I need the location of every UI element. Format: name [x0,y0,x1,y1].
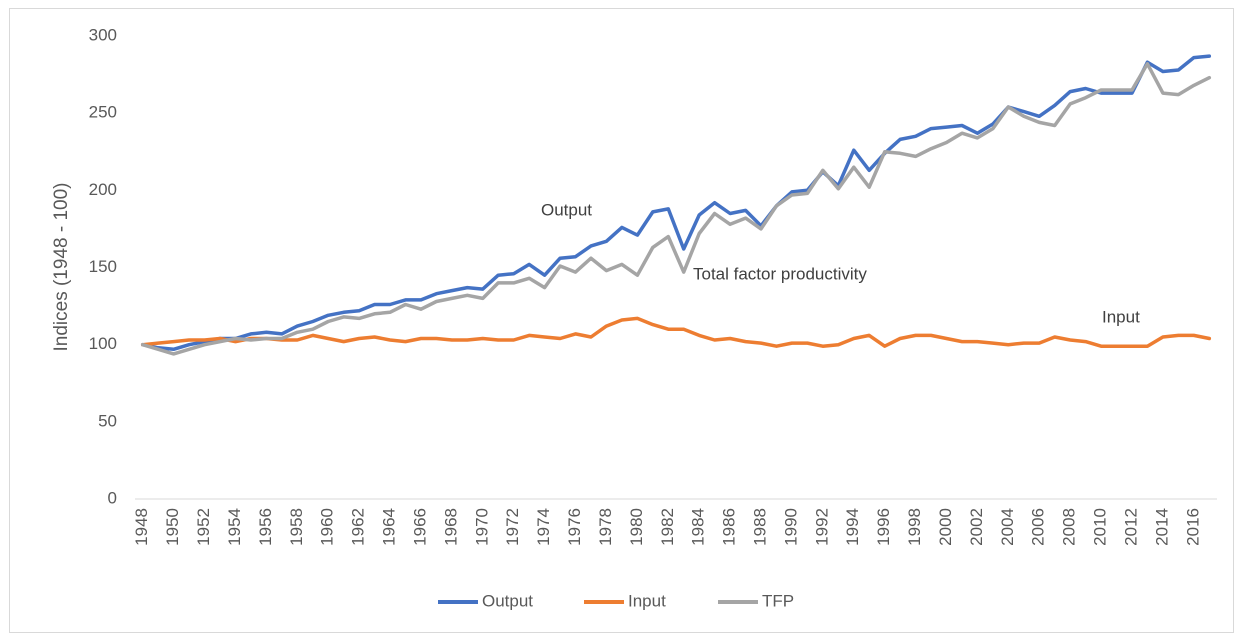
series-line [140,316,1212,348]
x-tick-label: 2016 [1183,508,1202,546]
x-tick-label: 1972 [503,508,522,546]
x-tick-label: 1974 [534,508,553,546]
legend-label: TFP [762,591,794,610]
annotation: Input [1102,307,1140,326]
x-tick-label: 1994 [843,508,862,546]
x-tick-label: 2008 [1060,508,1079,546]
x-tick-label: 1956 [256,508,275,546]
series-line [140,62,1212,356]
y-tick-label: 0 [108,488,117,507]
x-tick-label: 2012 [1121,508,1140,546]
x-tick-label: 1948 [132,508,151,546]
x-tick-label: 1964 [380,508,399,546]
x-tick-label: 2014 [1152,508,1171,546]
x-tick-label: 1966 [410,508,429,546]
series-line [140,54,1212,352]
x-tick-label: 1980 [627,508,646,546]
y-axis-label: Indices (1948 - 100) [51,183,72,352]
legend-label: Output [482,591,533,610]
x-tick-label: 1990 [781,508,800,546]
x-tick-label: 1962 [349,508,368,546]
x-tick-label: 2010 [1091,508,1110,546]
y-tick-label: 250 [89,103,117,122]
x-tick-label: 1960 [318,508,337,546]
x-tick-label: 1970 [472,508,491,546]
x-tick-label: 1950 [163,508,182,546]
x-tick-label: 1952 [194,508,213,546]
y-tick-label: 200 [89,180,117,199]
x-tick-label: 1976 [565,508,584,546]
annotation: Output [541,200,592,219]
y-tick-label: 300 [89,25,117,44]
x-tick-label: 1996 [874,508,893,546]
x-tick-label: 1992 [812,508,831,546]
x-tick-label: 1986 [720,508,739,546]
x-tick-label: 2000 [936,508,955,546]
x-tick-label: 1954 [225,508,244,546]
x-tick-label: 2004 [998,508,1017,546]
x-tick-label: 1982 [658,508,677,546]
annotation: Total factor productivity [693,264,867,283]
x-tick-label: 1984 [689,508,708,546]
x-tick-label: 2006 [1029,508,1048,546]
x-tick-label: 1978 [596,508,615,546]
x-tick-label: 1968 [441,508,460,546]
legend-label: Input [628,591,666,610]
x-tick-label: 1988 [750,508,769,546]
x-tick-label: 1998 [905,508,924,546]
y-tick-label: 50 [98,411,117,430]
y-tick-label: 100 [89,334,117,353]
y-tick-label: 150 [89,257,117,276]
x-tick-label: 1958 [287,508,306,546]
x-tick-label: 2002 [967,508,986,546]
